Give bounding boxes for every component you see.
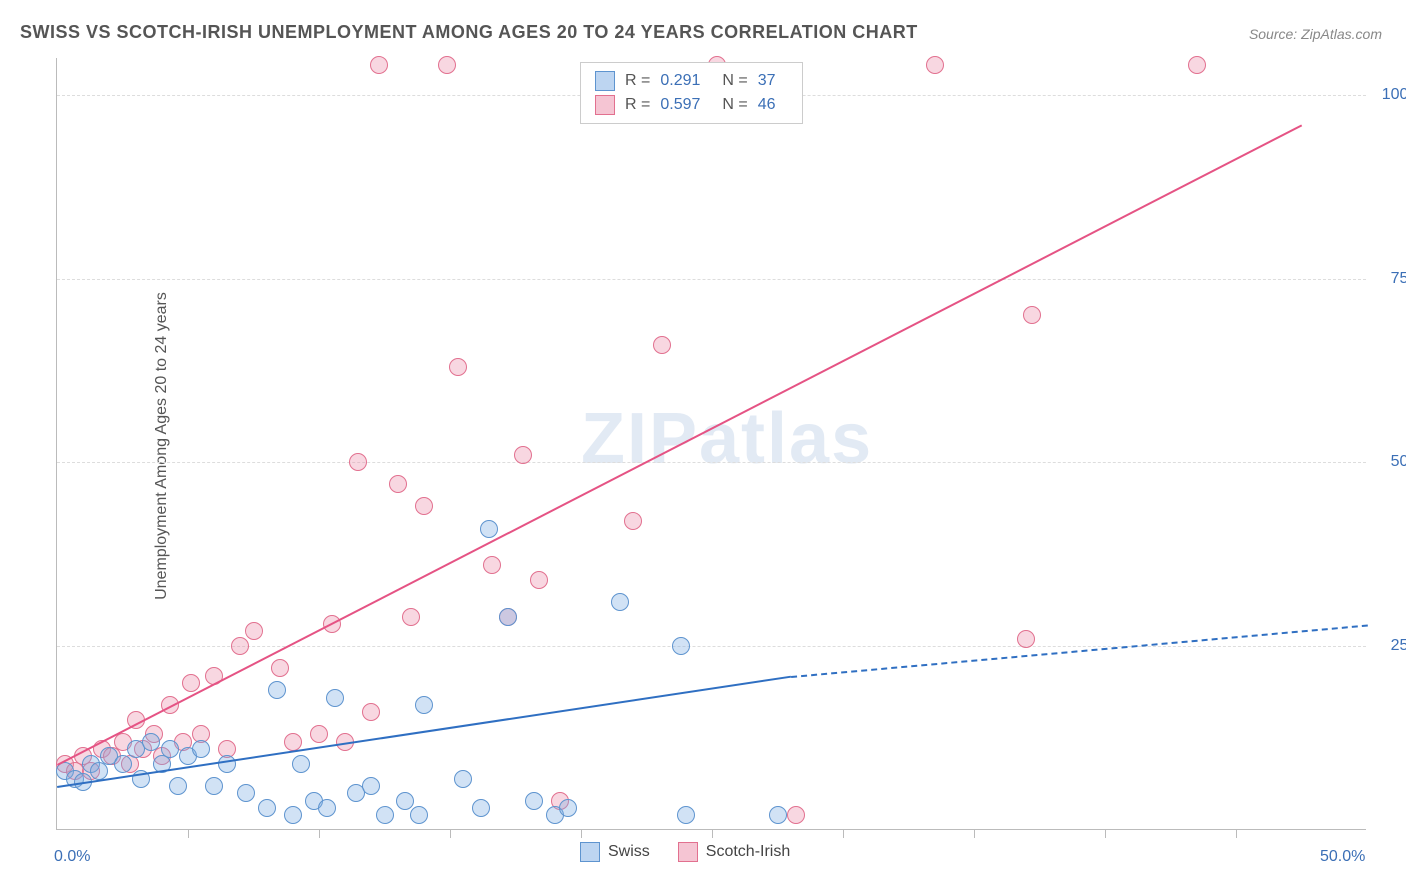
legend-n-value: 46	[758, 93, 788, 117]
swiss-point	[499, 608, 517, 626]
swiss-point	[169, 777, 187, 795]
swiss-point	[525, 792, 543, 810]
swiss-point	[318, 799, 336, 817]
scotch-irish-point	[370, 56, 388, 74]
plot-area: ZIPatlas 25.0%50.0%75.0%100.0%	[56, 58, 1366, 830]
swiss-point	[258, 799, 276, 817]
x-axis-tick	[712, 830, 713, 838]
swiss-point	[410, 806, 428, 824]
scotch-irish-point	[449, 358, 467, 376]
scotch-irish-point	[362, 703, 380, 721]
swiss-point	[362, 777, 380, 795]
scotch-irish-point	[483, 556, 501, 574]
legend-swatch	[595, 95, 615, 115]
swiss-point	[559, 799, 577, 817]
gridline	[57, 462, 1366, 463]
legend-item: Swiss	[580, 842, 650, 862]
legend-row: R = 0.291 N = 37	[595, 69, 788, 93]
swiss-point	[292, 755, 310, 773]
scotch-irish-point	[284, 733, 302, 751]
scotch-irish-point	[389, 475, 407, 493]
swiss-trendline-projection	[791, 624, 1368, 677]
scotch-irish-point	[438, 56, 456, 74]
swiss-point	[769, 806, 787, 824]
source-attribution: Source: ZipAtlas.com	[1249, 26, 1382, 42]
scotch-irish-point	[349, 453, 367, 471]
scotch-irish-point	[182, 674, 200, 692]
chart-container: { "title": "SWISS VS SCOTCH-IRISH UNEMPL…	[0, 0, 1406, 892]
gridline	[57, 279, 1366, 280]
swiss-point	[611, 593, 629, 611]
legend-r-value: 0.597	[660, 93, 712, 117]
swiss-point	[205, 777, 223, 795]
scotch-irish-point	[415, 497, 433, 515]
swiss-point	[454, 770, 472, 788]
scotch-irish-point	[245, 622, 263, 640]
y-axis-tick-label: 50.0%	[1376, 453, 1406, 471]
chart-title: SWISS VS SCOTCH-IRISH UNEMPLOYMENT AMONG…	[20, 22, 918, 43]
x-axis-tick-label: 50.0%	[1320, 848, 1365, 866]
legend-item: Scotch-Irish	[678, 842, 790, 862]
correlation-legend: R = 0.291 N = 37 R = 0.597 N = 46	[580, 62, 803, 124]
scotch-irish-point	[1023, 306, 1041, 324]
swiss-point	[142, 733, 160, 751]
legend-label: Swiss	[608, 843, 650, 860]
x-axis-tick-label: 0.0%	[54, 848, 90, 866]
x-axis-tick	[1105, 830, 1106, 838]
legend-swatch	[678, 842, 698, 862]
scotch-irish-point	[310, 725, 328, 743]
scotch-irish-point	[514, 446, 532, 464]
swiss-point	[218, 755, 236, 773]
x-axis-tick	[974, 830, 975, 838]
legend-n-label: N =	[722, 93, 747, 117]
x-axis-tick	[843, 830, 844, 838]
swiss-point	[415, 696, 433, 714]
scotch-irish-point	[653, 336, 671, 354]
swiss-point	[326, 689, 344, 707]
swiss-trendline	[57, 676, 791, 788]
swiss-point	[192, 740, 210, 758]
swiss-point	[480, 520, 498, 538]
watermark: ZIPatlas	[581, 398, 873, 480]
legend-r-label: R =	[625, 69, 650, 93]
swiss-point	[284, 806, 302, 824]
legend-label: Scotch-Irish	[706, 843, 790, 860]
scotch-irish-point	[271, 659, 289, 677]
legend-r-value: 0.291	[660, 69, 712, 93]
legend-row: R = 0.597 N = 46	[595, 93, 788, 117]
gridline	[57, 646, 1366, 647]
scotch-irish-point	[1188, 56, 1206, 74]
swiss-point	[161, 740, 179, 758]
legend-n-label: N =	[722, 69, 747, 93]
legend-r-label: R =	[625, 93, 650, 117]
x-axis-tick	[188, 830, 189, 838]
y-axis-tick-label: 100.0%	[1376, 86, 1406, 104]
scotch-irish-point	[530, 571, 548, 589]
legend-swatch	[595, 71, 615, 91]
series-legend: Swiss Scotch-Irish	[580, 842, 790, 862]
swiss-point	[677, 806, 695, 824]
x-axis-tick	[319, 830, 320, 838]
x-axis-tick	[581, 830, 582, 838]
legend-n-value: 37	[758, 69, 788, 93]
swiss-point	[237, 784, 255, 802]
swiss-point	[114, 755, 132, 773]
scotch-irish-point	[402, 608, 420, 626]
swiss-point	[472, 799, 490, 817]
scotch-irish-point	[624, 512, 642, 530]
legend-swatch	[580, 842, 600, 862]
scotch-irish-point	[231, 637, 249, 655]
scotch-irish-point	[787, 806, 805, 824]
scotch-irish-trendline	[57, 124, 1302, 765]
x-axis-tick	[1236, 830, 1237, 838]
scotch-irish-point	[926, 56, 944, 74]
swiss-point	[268, 681, 286, 699]
swiss-point	[672, 637, 690, 655]
x-axis-tick	[450, 830, 451, 838]
swiss-point	[396, 792, 414, 810]
y-axis-tick-label: 25.0%	[1376, 637, 1406, 655]
scotch-irish-point	[1017, 630, 1035, 648]
swiss-point	[376, 806, 394, 824]
y-axis-tick-label: 75.0%	[1376, 270, 1406, 288]
